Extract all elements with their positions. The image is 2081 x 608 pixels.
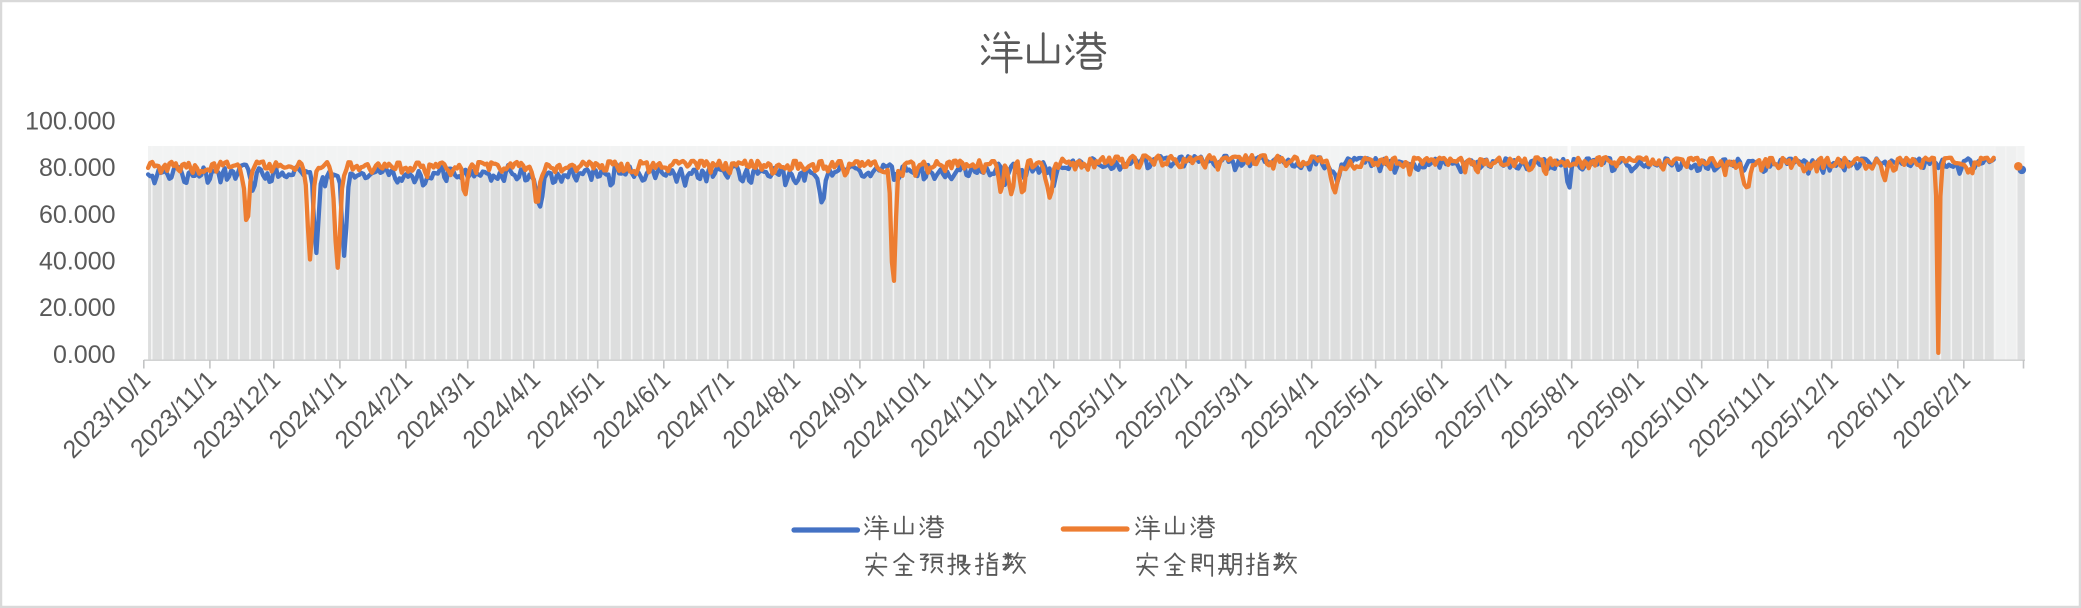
svg-text:40.000: 40.000 (39, 248, 115, 276)
svg-text:100.000: 100.000 (25, 108, 115, 136)
svg-text:20.000: 20.000 (39, 294, 115, 322)
svg-text:80.000: 80.000 (39, 154, 115, 182)
svg-text:60.000: 60.000 (39, 201, 115, 229)
svg-text:0.000: 0.000 (53, 341, 116, 369)
